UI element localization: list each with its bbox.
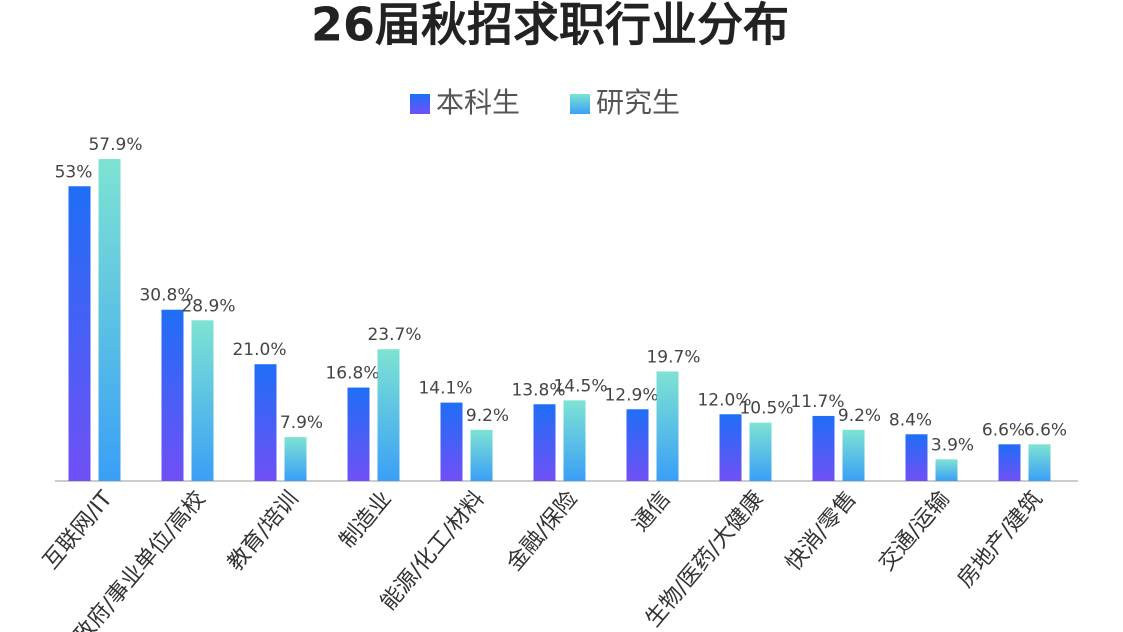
value-label: 10.5% xyxy=(739,399,793,419)
bar xyxy=(905,434,928,481)
value-label: 11.7% xyxy=(790,392,844,412)
bar xyxy=(191,320,214,481)
bar xyxy=(719,414,742,481)
bar xyxy=(656,371,679,481)
value-label: 21.0% xyxy=(232,340,286,360)
bar xyxy=(563,400,586,481)
bar xyxy=(935,459,958,481)
x-tick-label: 房地产/建筑 xyxy=(953,487,1048,593)
bar xyxy=(470,429,493,481)
value-label: 9.2% xyxy=(838,406,881,426)
x-tick-label: 通信 xyxy=(628,487,675,537)
legend-label: 本科生 xyxy=(436,86,520,119)
value-label: 16.8% xyxy=(325,364,379,384)
value-label: 53% xyxy=(55,162,93,182)
bar xyxy=(842,429,865,481)
value-label: 13.8% xyxy=(511,380,565,400)
x-tick-label: 互联网/IT xyxy=(39,486,119,574)
bar xyxy=(626,409,649,481)
legend-swatch xyxy=(410,94,430,114)
x-tick-label: 教育/培训 xyxy=(223,487,303,576)
value-label: 3.9% xyxy=(931,435,974,455)
value-label: 6.6% xyxy=(982,420,1025,440)
value-label: 14.1% xyxy=(418,379,472,399)
value-label: 12.9% xyxy=(604,385,658,405)
x-tick-label: 金融/保险 xyxy=(502,487,582,576)
bar xyxy=(347,387,370,481)
value-label: 8.4% xyxy=(889,410,932,430)
value-label: 23.7% xyxy=(367,325,421,345)
value-label: 57.9% xyxy=(88,135,142,155)
bar xyxy=(161,309,184,481)
bar xyxy=(812,415,835,481)
bar xyxy=(68,186,91,481)
bar xyxy=(1028,444,1051,481)
bar xyxy=(533,404,556,481)
bar xyxy=(98,159,121,481)
value-label: 12.0% xyxy=(697,390,751,410)
chart-title: 26届秋招求职行业分布 xyxy=(311,0,789,52)
value-label: 9.2% xyxy=(466,406,509,426)
value-label: 30.8% xyxy=(139,286,193,306)
x-tick-label: 快消/零售 xyxy=(781,487,861,576)
value-label: 28.9% xyxy=(181,296,235,316)
bar xyxy=(254,364,277,481)
bar xyxy=(998,444,1021,481)
bar xyxy=(284,437,307,481)
value-label: 7.9% xyxy=(280,413,323,433)
bar xyxy=(377,349,400,481)
legend-swatch xyxy=(570,94,590,114)
x-tick-label: 制造业 xyxy=(335,487,397,554)
value-label: 6.6% xyxy=(1024,420,1067,440)
x-tick-label: 交通/运输 xyxy=(874,487,954,576)
legend-label: 研究生 xyxy=(596,86,680,119)
bar xyxy=(440,402,463,481)
value-label: 14.5% xyxy=(553,376,607,396)
value-label: 19.7% xyxy=(646,347,700,367)
bar xyxy=(749,422,772,481)
